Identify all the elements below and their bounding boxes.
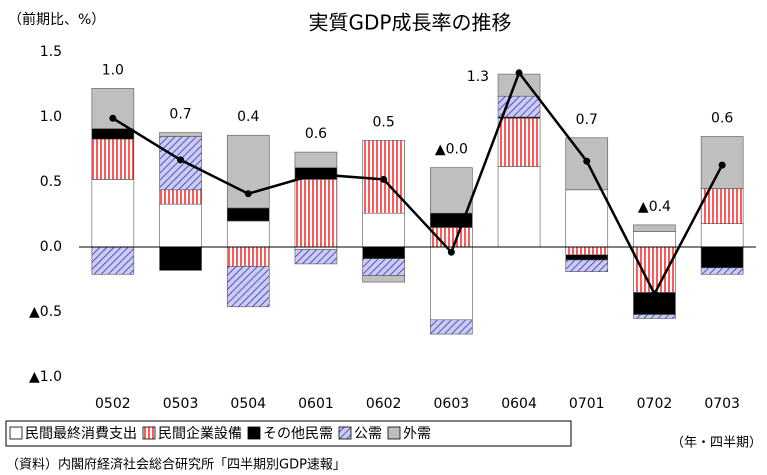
bar-segment (159, 203, 202, 248)
bar-segment (565, 246, 609, 256)
total-point (650, 290, 658, 298)
value-label: 0.7 (576, 112, 598, 128)
legend-swatch (387, 426, 401, 440)
bar-segment (91, 88, 135, 130)
bar-segment (633, 231, 676, 248)
total-point (583, 157, 591, 165)
bar-segment (226, 207, 270, 222)
x-tick-label: 0702 (637, 396, 673, 412)
x-tick-label: 0602 (366, 396, 402, 412)
legend-box (5, 420, 572, 447)
bar-segment (633, 224, 676, 232)
bar-segment (294, 151, 338, 169)
bar-segment (565, 254, 609, 261)
value-label: ▲0.0 (435, 142, 468, 158)
x-tick-label: 0502 (95, 396, 131, 412)
bar-segment (362, 258, 405, 276)
bar-segment (430, 167, 473, 214)
bar-segment (565, 259, 609, 272)
x-tick-label: 0701 (569, 396, 605, 412)
y-tick-label: 0.0 (40, 239, 62, 255)
bar-segment (226, 246, 270, 267)
legend-swatch (142, 426, 156, 440)
total-point (177, 156, 185, 164)
value-label: 0.5 (373, 114, 395, 130)
x-unit: （年・四半期） (671, 436, 762, 451)
value-label: 0.4 (237, 109, 259, 125)
bar-segment (700, 223, 744, 248)
y-tick-label: 1.0 (40, 109, 62, 125)
legend-label: 民間最終消費支出 (25, 426, 137, 442)
x-tick-label: 0504 (230, 396, 266, 412)
legend-swatch (247, 426, 261, 440)
bar-segment (633, 314, 676, 319)
bar-segment (362, 246, 405, 259)
bar-segment (91, 128, 135, 140)
x-tick-label: 0703 (704, 396, 740, 412)
bar-segment (430, 319, 473, 335)
bar-segment (700, 246, 744, 269)
y-unit: （前期比、%） (8, 11, 105, 28)
value-label: 1.0 (102, 62, 124, 78)
bar-segment (226, 266, 270, 308)
chart-title: 実質GDP成長率の推移 (309, 11, 512, 35)
bar-segment (565, 189, 609, 248)
legend-label: 民間企業設備 (158, 425, 242, 442)
bar-segment (294, 179, 338, 248)
total-point (312, 170, 320, 178)
value-label: 0.6 (711, 111, 733, 127)
legend-swatch (338, 426, 352, 440)
bar-segment (159, 132, 202, 137)
bar-segment (226, 220, 270, 248)
bar-segment (497, 118, 541, 167)
y-tick-label: 1.5 (40, 44, 62, 60)
x-tick-label: 0604 (501, 396, 537, 412)
y-tick-label: ▲0.5 (29, 304, 62, 320)
legend-label: その他民需 (263, 426, 333, 442)
bar-segment (497, 166, 541, 248)
total-line (112, 70, 724, 297)
total-point (380, 175, 388, 183)
bar-segment (91, 138, 135, 180)
bar-segment (430, 246, 473, 321)
bar-segment (362, 275, 405, 283)
value-label: 1.3 (467, 69, 489, 85)
source: （資料）内閣府経済社会総合研究所「四半期別GDP速報」 (6, 457, 346, 473)
value-label: ▲0.4 (638, 199, 671, 215)
total-point (109, 114, 117, 122)
total-point (447, 248, 455, 256)
y-tick-label: ▲1.0 (29, 369, 62, 385)
total-point (718, 161, 726, 169)
x-tick-label: 0603 (434, 396, 470, 412)
legend-label: 外需 (403, 426, 431, 442)
total-point (244, 190, 252, 198)
bar-segment (633, 246, 676, 293)
legend-swatch (9, 426, 23, 440)
bar-segment (91, 246, 135, 275)
bar-segment (159, 246, 202, 271)
y-tick-label: 0.5 (40, 174, 62, 190)
total-point (515, 69, 523, 77)
legend-label: 公需 (354, 426, 382, 442)
x-tick-label: 0503 (163, 396, 199, 412)
value-label: 0.7 (169, 107, 191, 123)
bar-segment (159, 189, 202, 205)
x-tick-label: 0601 (298, 396, 334, 412)
bar-segment (294, 249, 338, 265)
value-label: 0.6 (305, 126, 327, 142)
bar-segment (91, 179, 135, 248)
bar-segment (700, 267, 744, 275)
bar-segment (362, 212, 405, 248)
